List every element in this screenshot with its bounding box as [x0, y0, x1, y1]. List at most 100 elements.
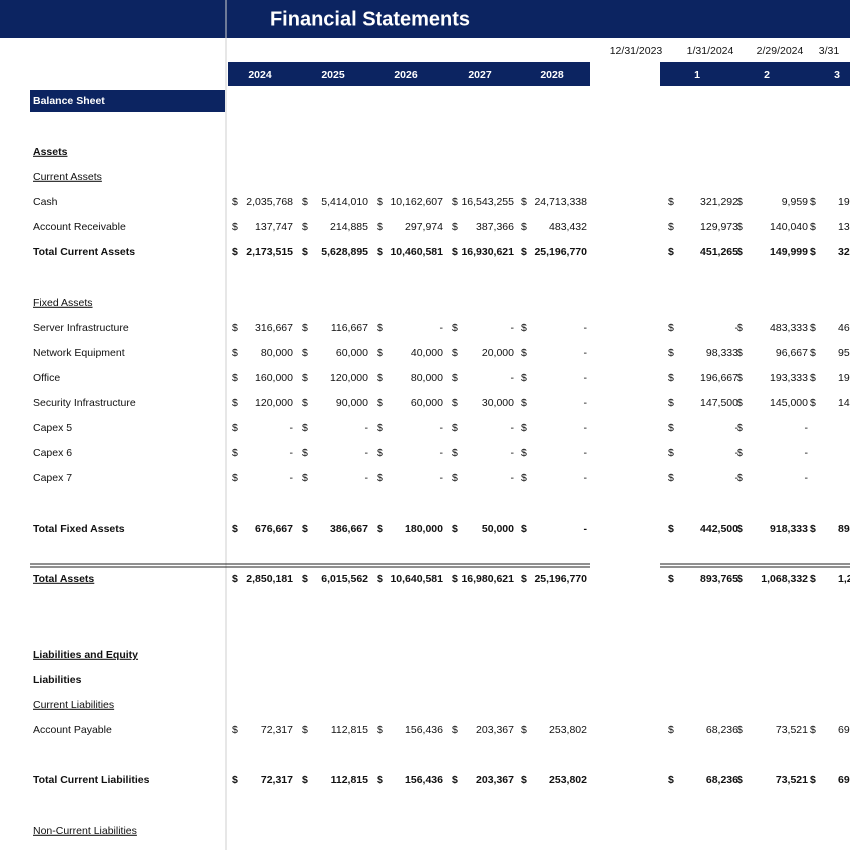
cell: -	[805, 447, 809, 459]
row-label: Current Assets	[33, 171, 102, 183]
row-label: Cash	[33, 196, 58, 208]
period-header: 2	[764, 69, 770, 81]
currency: $	[377, 196, 383, 208]
cell: 297,974	[405, 221, 443, 233]
currency: $	[737, 221, 743, 233]
cell: -	[511, 322, 515, 334]
cell: 40,000	[411, 347, 443, 359]
currency: $	[452, 447, 458, 459]
cell: -	[365, 422, 369, 434]
year-header: 2027	[468, 69, 492, 81]
currency: $	[232, 246, 238, 258]
cell: 190	[838, 372, 850, 384]
currency: $	[737, 472, 743, 484]
row-label: Assets	[33, 146, 68, 158]
cell: 894	[838, 523, 850, 535]
cell: 387,366	[476, 221, 514, 233]
row-label: Total Current Assets	[33, 246, 135, 258]
currency: $	[452, 372, 458, 384]
currency: $	[377, 372, 383, 384]
cell: -	[440, 322, 444, 334]
currency: $	[668, 397, 674, 409]
row-label: Account Receivable	[33, 221, 126, 233]
row-label: Total Assets	[33, 573, 94, 585]
currency: $	[377, 472, 383, 484]
currency: $	[668, 573, 674, 585]
cell: 20,000	[482, 347, 514, 359]
title-bar	[0, 0, 850, 38]
cell: 120,000	[255, 397, 293, 409]
cell: 120,000	[330, 372, 368, 384]
cell: 2,173,515	[246, 246, 293, 258]
currency: $	[302, 774, 308, 786]
cell: -	[805, 472, 809, 484]
cell: 24,713,338	[534, 196, 587, 208]
cell: 483,432	[549, 221, 587, 233]
cell: 10,460,581	[390, 246, 443, 258]
currency: $	[302, 221, 308, 233]
cell: 50,000	[482, 523, 514, 535]
currency: $	[521, 573, 527, 585]
cell: 72,317	[261, 724, 293, 736]
cell: 160,000	[255, 372, 293, 384]
cell: 1,217	[838, 573, 850, 585]
currency: $	[377, 724, 383, 736]
currency: $	[232, 347, 238, 359]
cell: 156,436	[405, 724, 443, 736]
cell: 203,367	[476, 724, 514, 736]
cell: 316,667	[255, 322, 293, 334]
currency: $	[668, 372, 674, 384]
currency: $	[521, 523, 527, 535]
row-label: Security Infrastructure	[33, 397, 136, 409]
cell: 203,367	[476, 774, 514, 786]
cell: 145,000	[770, 397, 808, 409]
cell: 180,000	[405, 523, 443, 535]
currency: $	[737, 347, 743, 359]
currency: $	[737, 447, 743, 459]
row-label: Total Current Liabilities	[33, 774, 150, 786]
cell: 2,850,181	[246, 573, 293, 585]
currency: $	[377, 447, 383, 459]
cell: 483,333	[770, 322, 808, 334]
cell: 1,068,332	[761, 573, 808, 585]
currency: $	[521, 774, 527, 786]
currency: $	[232, 422, 238, 434]
cell: -	[511, 447, 515, 459]
row-label: Capex 6	[33, 447, 72, 459]
cell: -	[584, 523, 588, 535]
currency: $	[737, 523, 743, 535]
cell: 112,815	[331, 724, 368, 736]
currency: $	[521, 447, 527, 459]
date-header: 2/29/2024	[757, 45, 804, 57]
cell: 16,930,621	[461, 246, 514, 258]
cell: 10,162,607	[390, 196, 443, 208]
date-header: 3/31	[819, 45, 840, 57]
cell: 95	[838, 347, 850, 359]
cell: 460	[838, 322, 850, 334]
currency: $	[452, 573, 458, 585]
cell: -	[584, 372, 588, 384]
currency: $	[452, 422, 458, 434]
cell: -	[584, 322, 588, 334]
cell: 321,292	[700, 196, 738, 208]
cell: 25,196,770	[534, 246, 587, 258]
currency: $	[452, 774, 458, 786]
cell: -	[805, 422, 809, 434]
currency: $	[377, 422, 383, 434]
currency: $	[302, 422, 308, 434]
currency: $	[668, 774, 674, 786]
period-header: 1	[694, 69, 700, 81]
row-label: Liabilities and Equity	[33, 649, 138, 661]
cell: 5,628,895	[321, 246, 368, 258]
currency: $	[737, 422, 743, 434]
currency: $	[377, 347, 383, 359]
cell: -	[440, 447, 444, 459]
currency: $	[668, 422, 674, 434]
currency: $	[452, 472, 458, 484]
cell: -	[511, 472, 515, 484]
currency: $	[232, 724, 238, 736]
cell: 9,959	[782, 196, 808, 208]
currency: $	[452, 397, 458, 409]
currency: $	[737, 397, 743, 409]
